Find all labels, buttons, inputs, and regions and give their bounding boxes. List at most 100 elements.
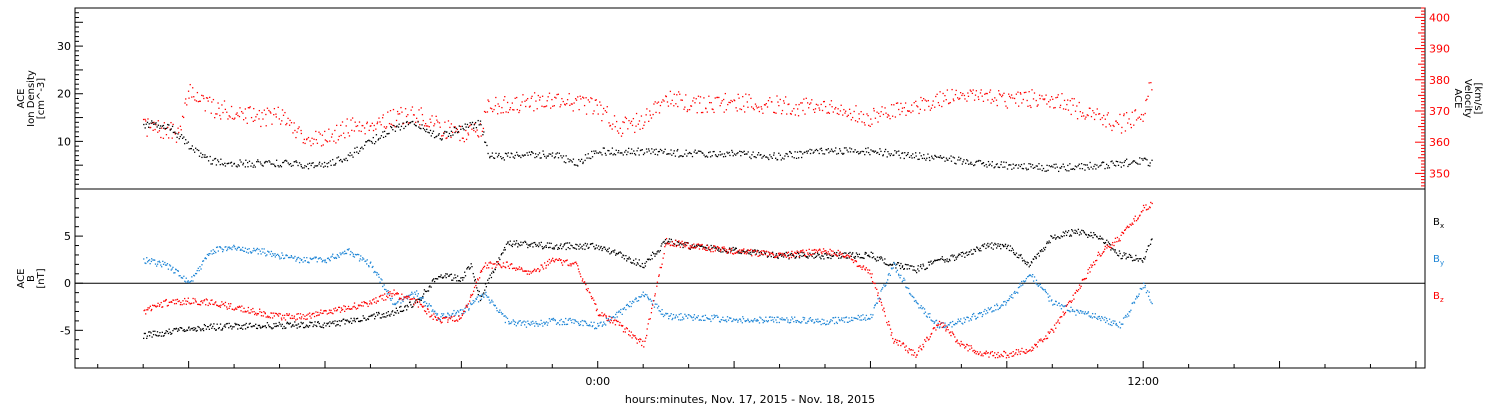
By-point bbox=[437, 317, 439, 320]
Bz-point bbox=[814, 251, 817, 254]
density-point bbox=[858, 153, 860, 155]
velocity-point bbox=[171, 137, 173, 139]
density-point bbox=[409, 121, 412, 124]
density-point bbox=[1069, 163, 1071, 165]
density-point bbox=[150, 122, 152, 124]
bottom-panel-frame bbox=[74, 188, 1426, 369]
velocity-point bbox=[152, 129, 154, 131]
Bx-point bbox=[196, 329, 198, 332]
density-point bbox=[724, 155, 727, 158]
Bx-point bbox=[764, 252, 766, 254]
Bx-point bbox=[1070, 235, 1073, 237]
By-point bbox=[1098, 315, 1100, 318]
Bx-point bbox=[1047, 242, 1050, 244]
velocity-point bbox=[355, 125, 357, 128]
By-point bbox=[789, 321, 792, 324]
Bx-point bbox=[613, 251, 615, 253]
Bz-point bbox=[494, 263, 496, 265]
By-point bbox=[379, 281, 381, 283]
Bz-point bbox=[835, 254, 838, 257]
density-point bbox=[811, 149, 813, 151]
By-point bbox=[1029, 274, 1031, 276]
By-point bbox=[575, 320, 577, 323]
Bx-point bbox=[626, 260, 628, 262]
Bz-point bbox=[767, 251, 770, 253]
Bx-point bbox=[940, 258, 942, 260]
velocity-point bbox=[1082, 112, 1084, 114]
velocity-point bbox=[242, 119, 245, 121]
By-point bbox=[639, 296, 641, 298]
Bx-point bbox=[437, 276, 440, 278]
Bx-point bbox=[209, 324, 211, 327]
velocity-point bbox=[887, 113, 889, 116]
Bx-point bbox=[212, 325, 214, 328]
Bx-point bbox=[1104, 242, 1106, 245]
By-point bbox=[913, 296, 915, 299]
By-point bbox=[174, 272, 176, 274]
density-point bbox=[1132, 161, 1134, 163]
Bz-point bbox=[651, 307, 653, 310]
velocity-point bbox=[986, 92, 988, 95]
Bx-point bbox=[583, 244, 585, 246]
Bz-point bbox=[579, 273, 581, 275]
density-point bbox=[1116, 161, 1119, 163]
Bx-point bbox=[995, 243, 997, 246]
density-point bbox=[1149, 162, 1151, 164]
By-point bbox=[557, 322, 559, 324]
By-point bbox=[1017, 286, 1020, 289]
Bz-point bbox=[770, 252, 773, 254]
density-point bbox=[981, 163, 983, 165]
Bx-point bbox=[903, 268, 906, 270]
density-point bbox=[469, 122, 471, 124]
density-point bbox=[215, 164, 218, 166]
density-point bbox=[615, 149, 617, 151]
Bz-point bbox=[831, 254, 833, 256]
Bx-point bbox=[1018, 257, 1020, 259]
velocity-point bbox=[632, 117, 635, 120]
velocity-point bbox=[1137, 117, 1139, 119]
density-point bbox=[224, 165, 227, 167]
Bx-point bbox=[612, 250, 614, 252]
density-point bbox=[1034, 166, 1036, 169]
By-point bbox=[647, 296, 649, 298]
By-point bbox=[1144, 286, 1146, 289]
Bx-point bbox=[717, 248, 720, 250]
By-point bbox=[986, 312, 989, 314]
Bx-point bbox=[689, 248, 691, 250]
By-point bbox=[577, 321, 579, 323]
density-point bbox=[1132, 160, 1135, 162]
By-point bbox=[546, 324, 549, 326]
By-point bbox=[580, 321, 582, 323]
By-point bbox=[823, 319, 825, 321]
velocity-point bbox=[1121, 126, 1123, 129]
Bz-point bbox=[369, 300, 371, 302]
velocity-point bbox=[546, 100, 548, 102]
Bz-point bbox=[290, 317, 292, 320]
Bx-point bbox=[881, 257, 883, 259]
y-axis-label: B bbox=[26, 275, 37, 282]
velocity-point bbox=[195, 100, 198, 102]
By-point bbox=[836, 322, 838, 325]
Bx-point bbox=[556, 244, 558, 246]
Bx-point bbox=[166, 330, 169, 333]
density-point bbox=[170, 128, 172, 130]
By-point bbox=[932, 320, 934, 323]
velocity-point bbox=[300, 129, 302, 132]
Bz-point bbox=[501, 266, 503, 269]
Bx-point bbox=[899, 267, 902, 270]
density-point bbox=[923, 154, 925, 156]
By-point bbox=[874, 304, 876, 307]
Bx-point bbox=[771, 251, 774, 253]
density-point bbox=[300, 165, 303, 168]
velocity-point bbox=[196, 91, 199, 94]
By-point bbox=[993, 310, 995, 312]
density-point bbox=[787, 155, 789, 158]
By-point bbox=[1097, 316, 1099, 318]
Bx-point bbox=[1083, 231, 1085, 233]
By-point bbox=[654, 303, 656, 305]
density-point bbox=[293, 161, 295, 163]
By-point bbox=[669, 315, 671, 317]
velocity-point bbox=[736, 110, 738, 112]
Bz-point bbox=[691, 245, 693, 247]
Bx-point bbox=[1071, 230, 1074, 232]
